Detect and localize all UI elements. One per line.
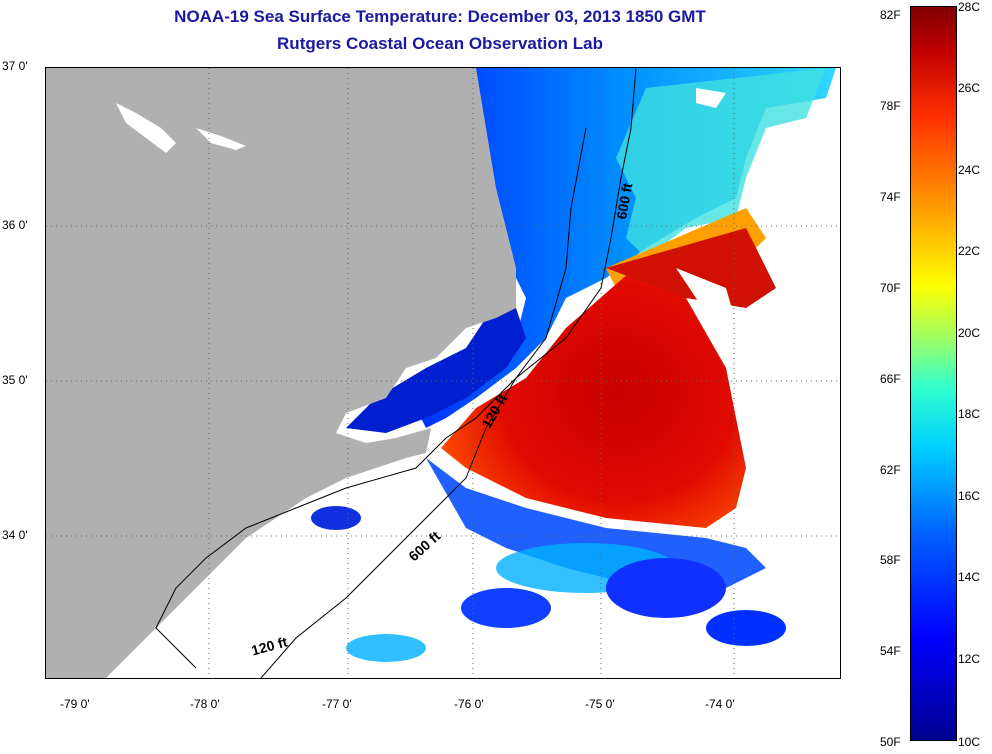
lat-label: 36 0' bbox=[2, 218, 28, 232]
cool-eddy bbox=[461, 588, 551, 628]
isobath-600ft bbox=[260, 68, 637, 678]
colorbar-c-label: 14C bbox=[958, 570, 981, 584]
colorbar-c-label: 10C bbox=[958, 735, 981, 749]
isobath-120ft bbox=[155, 127, 587, 669]
warm-gulf-stream bbox=[441, 228, 766, 528]
colorbar-f-label: 70F bbox=[880, 281, 901, 295]
colorbar-c-label: 20C bbox=[958, 326, 981, 340]
cool-eddy bbox=[346, 634, 426, 662]
colorbar-c-label: 16C bbox=[958, 489, 981, 503]
cool-fringe-south bbox=[426, 458, 766, 588]
nodata-patch bbox=[116, 103, 176, 153]
sst-map-canvas bbox=[46, 68, 840, 678]
lon-label: -75 0' bbox=[585, 697, 615, 711]
colorbar-f-label: 66F bbox=[880, 372, 901, 386]
isobath-lines bbox=[155, 68, 637, 678]
colorbar-c-label: 28C bbox=[958, 0, 981, 14]
lat-label: 34 0' bbox=[2, 528, 28, 542]
map-title: NOAA-19 Sea Surface Temperature: Decembe… bbox=[174, 7, 706, 26]
cool-eddy bbox=[606, 558, 726, 618]
colorbar-c-label: 18C bbox=[958, 407, 981, 421]
colorbar-c-label: 22C bbox=[958, 244, 981, 258]
gulf-stream-fringe bbox=[616, 68, 826, 258]
lon-label: -77 0' bbox=[322, 697, 352, 711]
graticule bbox=[46, 68, 840, 678]
nodata-patch bbox=[676, 268, 746, 378]
cool-eddy bbox=[311, 506, 361, 530]
colorbar-f-label: 54F bbox=[880, 644, 901, 658]
colorbar-f-label: 62F bbox=[880, 463, 901, 477]
nodata-patch bbox=[696, 88, 726, 108]
land bbox=[46, 68, 516, 678]
colorbar-f-label: 74F bbox=[880, 190, 901, 204]
colorbar-c-label: 24C bbox=[958, 163, 981, 177]
colorbar-c-label: 26C bbox=[958, 81, 981, 95]
lat-label: 37 0' bbox=[2, 59, 28, 73]
sst-map[interactable]: 600 ft 120 ft 600 ft 120 ft bbox=[45, 67, 841, 679]
colorbar-f-label: 50F bbox=[880, 735, 901, 749]
lon-label: -79 0' bbox=[60, 697, 90, 711]
colorbar-f-label: 58F bbox=[880, 553, 901, 567]
colorbar-c-label: 12C bbox=[958, 652, 981, 666]
pamlico-sound bbox=[346, 308, 526, 433]
lon-label: -76 0' bbox=[454, 697, 484, 711]
lat-label: 35 0' bbox=[2, 373, 28, 387]
cool-eddy bbox=[706, 610, 786, 646]
lon-label: -74 0' bbox=[705, 697, 735, 711]
temperature-colorbar bbox=[910, 6, 957, 741]
colorbar-f-label: 78F bbox=[880, 99, 901, 113]
lon-label: -78 0' bbox=[190, 697, 220, 711]
map-subtitle: Rutgers Coastal Ocean Observation Lab bbox=[277, 34, 603, 53]
colorbar-f-label: 82F bbox=[880, 8, 901, 22]
